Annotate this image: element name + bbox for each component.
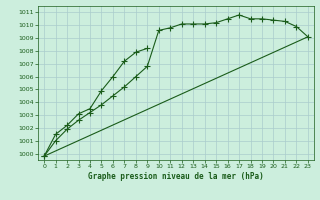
X-axis label: Graphe pression niveau de la mer (hPa): Graphe pression niveau de la mer (hPa): [88, 172, 264, 181]
